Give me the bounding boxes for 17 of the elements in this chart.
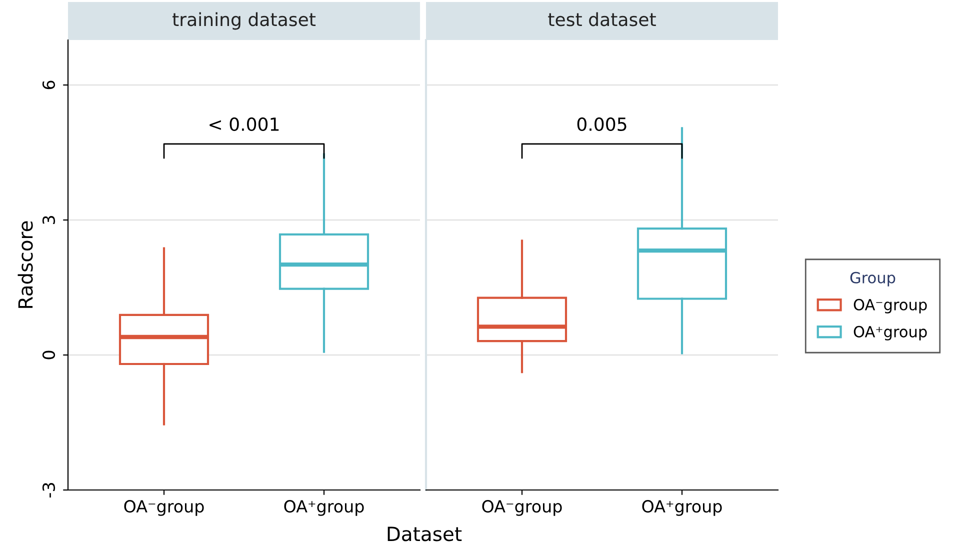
y-tick-label: 0 <box>42 350 56 360</box>
chart-title: training dataset <box>172 12 316 30</box>
x-tick-label: OA⁺group <box>642 500 722 516</box>
legend-label: OA⁻group <box>854 298 927 314</box>
x-axis-title: Dataset <box>388 526 462 542</box>
y-axis-title: Radscore <box>18 221 33 308</box>
legend-title: Group <box>850 272 896 286</box>
x-tick-label: OA⁺group <box>284 500 364 516</box>
y-tick-label: 3 <box>42 216 56 224</box>
annotation: < 0.001 <box>210 117 279 131</box>
y-tick-label: 6 <box>42 80 56 90</box>
annotation: 0.005 <box>577 117 626 131</box>
x-tick-label: OA⁻group <box>482 500 562 516</box>
x-tick-label: OA⁻group <box>124 500 204 516</box>
y-tick-label: -3 <box>42 483 56 498</box>
chart-title: test dataset <box>548 12 656 26</box>
legend-label: OA⁺group <box>854 326 927 340</box>
